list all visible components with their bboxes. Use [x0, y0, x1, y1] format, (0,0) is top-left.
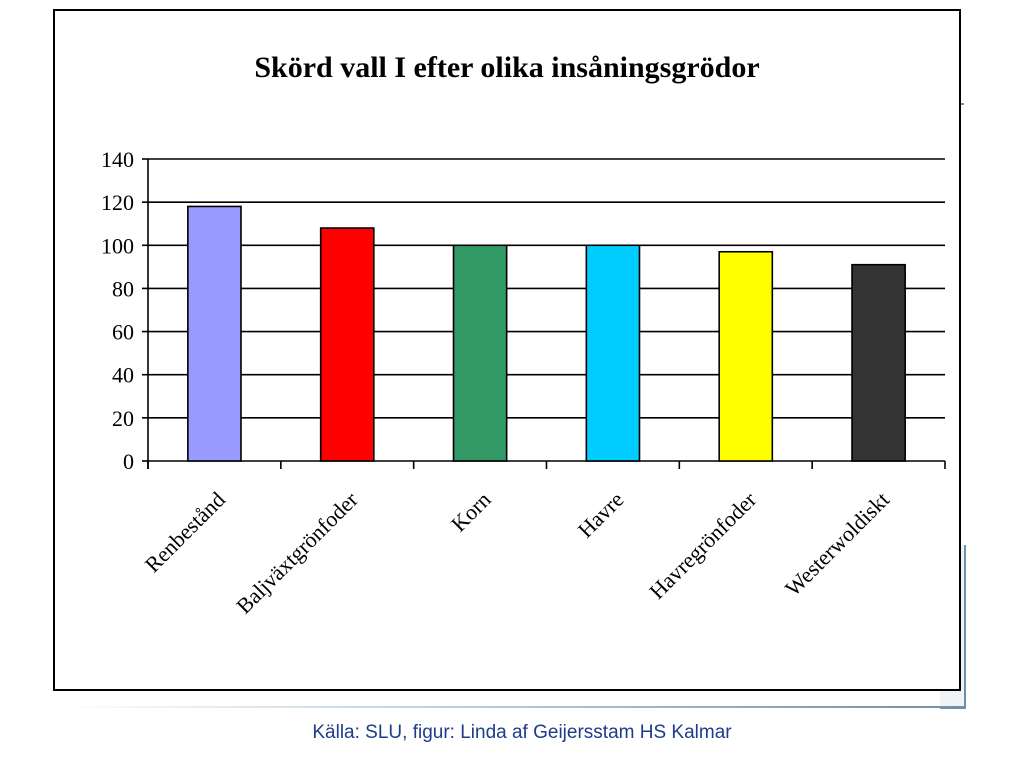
y-tick-label: 40 — [112, 363, 134, 388]
y-tick-label: 20 — [112, 406, 134, 431]
decorative-underline — [60, 706, 964, 708]
bar — [187, 205, 242, 462]
y-tick-label: 140 — [101, 147, 134, 172]
bar — [851, 263, 906, 462]
chart-title: Skörd vall I efter olika insåningsgrödor — [254, 51, 760, 84]
x-tick-label: Korn — [446, 487, 496, 537]
bar-chart: 0 20 40 60 80 100 120 140 Renbestånd Baljväxtgrön… — [101, 147, 946, 619]
y-tick-label: 80 — [112, 276, 134, 301]
x-tick-label: Renbestånd — [140, 487, 230, 577]
x-tick-label: Westerwoldiskt — [780, 487, 894, 601]
y-tick-label: 60 — [112, 320, 134, 345]
chart-frame: Skörd vall I efter olika insåningsgrödor… — [53, 9, 961, 691]
bar — [718, 250, 774, 462]
y-tick-label: 0 — [123, 449, 134, 474]
source-caption: Källa: SLU, figur: Linda af Geijersstam … — [312, 722, 732, 743]
y-tick-label: 120 — [101, 190, 134, 215]
bar — [452, 244, 508, 462]
x-tick-label: Havre — [573, 487, 629, 543]
x-tick-label: Baljväxtgrönfoder — [231, 486, 363, 618]
bar — [585, 244, 641, 462]
x-tick-label: Havregrönfoder — [644, 486, 761, 603]
y-tick-label: 100 — [101, 233, 134, 258]
bar — [319, 227, 375, 462]
